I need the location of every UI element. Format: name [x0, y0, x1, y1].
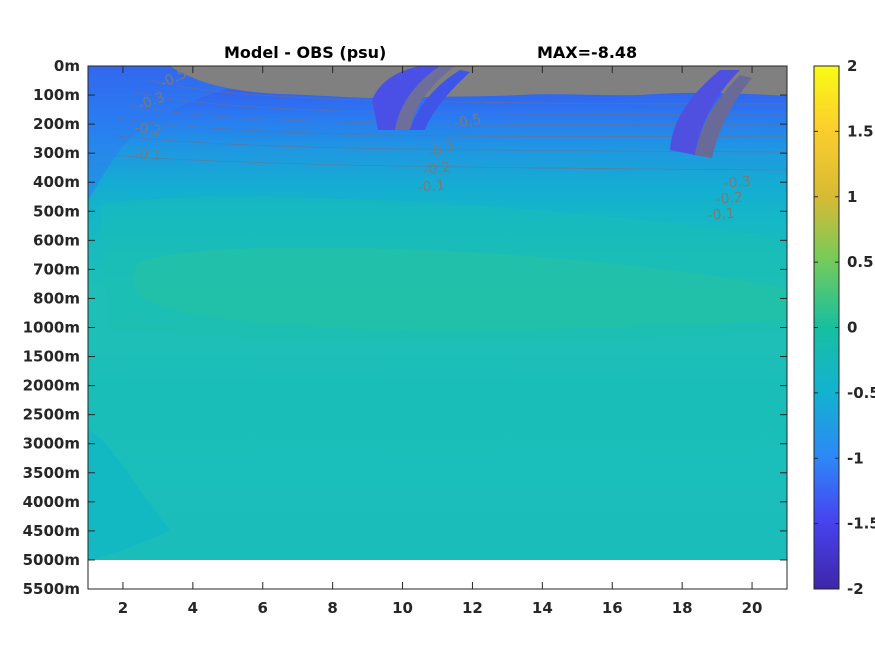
colorbar-tick-label: 2 [847, 57, 857, 75]
artefact-band-center [372, 66, 470, 130]
y-tick-label: 2500m [23, 406, 80, 424]
y-tick-label: 3500m [23, 464, 80, 482]
deep-negative-lobe [88, 430, 170, 560]
y-tick-label: 5500m [23, 580, 80, 598]
y-axis: 0m 100m 200m 300m 400m 500m 600m 700m 800m 1000m 1… [23, 57, 787, 598]
y-tick-label: 700m [33, 260, 80, 278]
contour-label: -0.1 [707, 206, 736, 224]
x-tick-label: 2 [118, 599, 128, 617]
colorbar-tick-label: 0 [847, 319, 857, 337]
y-tick-label: 4500m [23, 522, 80, 540]
no-data-region [88, 560, 787, 589]
x-axis: 2 4 6 8 10 12 14 16 18 20 [118, 66, 763, 617]
x-tick-label: 6 [258, 599, 268, 617]
y-tick-label: 600m [33, 231, 80, 249]
x-tick-label: 14 [532, 599, 553, 617]
y-tick-label: 100m [33, 86, 80, 104]
x-tick-label: 20 [742, 599, 763, 617]
y-tick-label: 4000m [23, 493, 80, 511]
chart-title: Model - OBS (psu) [224, 43, 386, 62]
x-tick-label: 12 [462, 599, 483, 617]
y-tick-label: 500m [33, 202, 80, 220]
y-tick-label: 5000m [23, 551, 80, 569]
colorbar [813, 65, 840, 590]
x-tick-label: 10 [392, 599, 413, 617]
y-tick-label: 200m [33, 115, 80, 133]
positive-anomaly-band [133, 247, 787, 331]
contour-lines [107, 79, 787, 171]
contour-label: -0.2 [133, 120, 162, 140]
y-tick-label: 300m [33, 144, 80, 162]
x-tick-label: 4 [188, 599, 198, 617]
colorbar-tick-label: -1 [847, 449, 864, 467]
positive-anomaly-halo [100, 197, 787, 342]
colorbar-tick-label: -1.5 [847, 515, 875, 533]
y-tick-label: 2000m [23, 377, 80, 395]
contour-label: -0.3 [723, 174, 752, 192]
colorbar-tick-label: 0.5 [847, 253, 874, 271]
colorbar-ticks: 2 1.5 1 0.5 0 -0.5 -1 -1.5 -2 [814, 57, 875, 598]
surface-negative-wedge [88, 66, 300, 200]
contour-label: -0.2 [422, 159, 451, 179]
y-tick-label: 800m [33, 289, 80, 307]
contour-label: -0.1 [134, 146, 163, 164]
max-annotation: MAX=-8.48 [537, 43, 637, 62]
contour-label: -0.2 [715, 190, 744, 208]
artefact-band-right [670, 70, 752, 158]
x-tick-label: 8 [327, 599, 337, 617]
x-tick-label: 18 [672, 599, 693, 617]
y-tick-label: 400m [33, 173, 80, 191]
y-tick-label: 1500m [23, 348, 80, 366]
colorbar-tick-label: -2 [847, 580, 864, 598]
y-tick-label: 1000m [23, 319, 80, 337]
colorbar-tick-label: -0.5 [847, 384, 875, 402]
colorbar-tick-label: 1 [847, 188, 857, 206]
contour-label: -0.5 [453, 111, 483, 132]
colorbar-tick-label: 1.5 [847, 122, 874, 140]
y-tick-label: 3000m [23, 435, 80, 453]
contour-label: -0.1 [417, 178, 446, 196]
y-tick-label: 0m [54, 57, 80, 75]
heatmap-field [88, 66, 787, 560]
masked-surface-region [170, 66, 787, 99]
x-tick-label: 16 [602, 599, 623, 617]
